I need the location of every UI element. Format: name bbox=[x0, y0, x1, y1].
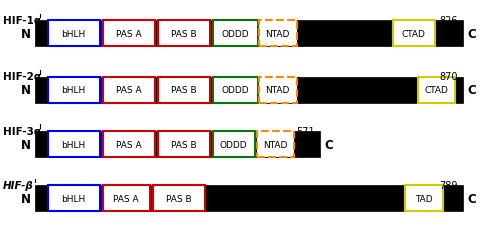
Text: 826: 826 bbox=[439, 16, 458, 26]
Bar bbox=[102, 186, 150, 212]
Text: PAS B: PAS B bbox=[171, 140, 196, 149]
Text: bHLH: bHLH bbox=[62, 86, 86, 95]
Text: NTAD: NTAD bbox=[263, 140, 287, 149]
Bar bbox=[418, 78, 455, 104]
Text: CTAD: CTAD bbox=[424, 86, 448, 95]
Text: PAS A: PAS A bbox=[114, 194, 139, 203]
Text: PAS B: PAS B bbox=[171, 30, 196, 39]
Bar bbox=[405, 186, 442, 212]
Bar bbox=[102, 132, 155, 158]
Bar bbox=[158, 78, 210, 104]
Bar bbox=[256, 132, 294, 158]
Text: PAS A: PAS A bbox=[116, 30, 141, 39]
Text: N: N bbox=[21, 28, 31, 41]
Text: PAS B: PAS B bbox=[166, 194, 192, 203]
Text: ODDD: ODDD bbox=[221, 86, 249, 95]
Bar bbox=[48, 78, 100, 104]
Bar bbox=[158, 21, 210, 47]
Bar bbox=[48, 132, 100, 158]
Text: 789: 789 bbox=[439, 180, 458, 190]
Bar bbox=[35, 78, 462, 104]
Text: PAS A: PAS A bbox=[116, 86, 141, 95]
Bar bbox=[48, 21, 100, 47]
Text: C: C bbox=[467, 28, 476, 41]
Bar bbox=[102, 21, 155, 47]
Bar bbox=[35, 132, 320, 158]
Text: HIF-3α: HIF-3α bbox=[2, 126, 40, 136]
Bar bbox=[152, 186, 205, 212]
Bar bbox=[259, 21, 296, 47]
Text: ODDD: ODDD bbox=[220, 140, 248, 149]
Text: bHLH: bHLH bbox=[62, 30, 86, 39]
Text: HIF-2α: HIF-2α bbox=[2, 72, 40, 82]
Bar bbox=[35, 186, 462, 212]
Bar bbox=[102, 78, 155, 104]
Text: ODDD: ODDD bbox=[221, 30, 249, 39]
Bar bbox=[48, 186, 100, 212]
Text: N: N bbox=[21, 138, 31, 151]
Text: 870: 870 bbox=[439, 72, 458, 82]
Text: NTAD: NTAD bbox=[266, 30, 290, 39]
Text: PAS B: PAS B bbox=[171, 86, 196, 95]
Text: TAD: TAD bbox=[415, 194, 432, 203]
Text: 571: 571 bbox=[296, 126, 315, 136]
Text: HIF-1α: HIF-1α bbox=[2, 16, 40, 26]
Text: HIF-β: HIF-β bbox=[2, 180, 33, 190]
Text: N: N bbox=[21, 84, 31, 97]
Bar bbox=[392, 21, 435, 47]
Text: NTAD: NTAD bbox=[266, 86, 290, 95]
Bar bbox=[158, 132, 210, 158]
Bar bbox=[212, 21, 258, 47]
Text: C: C bbox=[324, 138, 334, 151]
Text: bHLH: bHLH bbox=[62, 194, 86, 203]
Text: N: N bbox=[21, 192, 31, 205]
Text: CTAD: CTAD bbox=[402, 30, 425, 39]
Bar bbox=[259, 78, 296, 104]
Text: C: C bbox=[467, 192, 476, 205]
Text: bHLH: bHLH bbox=[62, 140, 86, 149]
Text: PAS A: PAS A bbox=[116, 140, 141, 149]
Bar bbox=[35, 21, 462, 47]
Bar bbox=[212, 78, 258, 104]
Bar bbox=[212, 132, 255, 158]
Text: C: C bbox=[467, 84, 476, 97]
